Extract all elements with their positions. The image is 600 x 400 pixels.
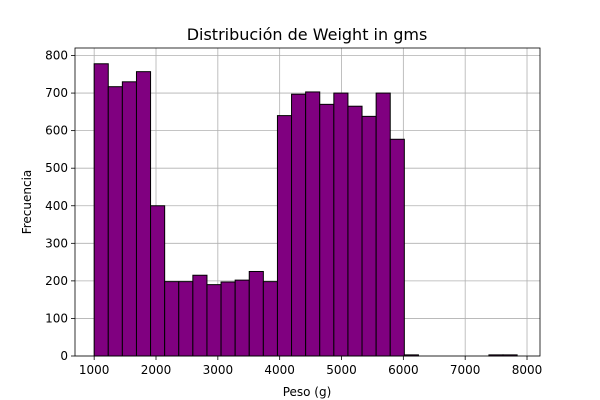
x-tick-label: 4000 <box>264 363 295 377</box>
x-tick-label: 1000 <box>79 363 110 377</box>
y-axis-label: Frecuencia <box>20 170 34 235</box>
histogram-bar <box>234 279 250 357</box>
histogram-bar <box>220 281 236 357</box>
x-axis-label: Peso (g) <box>283 385 332 399</box>
histogram-bar <box>164 281 180 357</box>
histogram-bar <box>361 115 377 357</box>
histogram-bar <box>121 81 137 357</box>
histogram-bar <box>319 103 335 357</box>
histogram-bar <box>107 86 123 357</box>
plot-frame <box>74 47 541 357</box>
y-tick-label: 300 <box>45 236 68 250</box>
y-tick-label: 200 <box>45 274 68 288</box>
x-axis-ticks: 1000 2000 3000 4000 5000 6000 7000 8000 <box>79 356 542 377</box>
histogram-bar <box>276 115 293 357</box>
x-tick-label: 7000 <box>450 363 481 377</box>
y-tick-label: 700 <box>45 86 68 100</box>
histogram-bar <box>262 281 278 357</box>
histogram-bar <box>389 138 405 357</box>
y-tick-label: 0 <box>60 349 68 363</box>
x-tick-label: 5000 <box>326 363 357 377</box>
histogram-bar <box>206 284 222 357</box>
x-tick-label: 3000 <box>203 363 234 377</box>
y-tick-label: 500 <box>45 161 68 175</box>
y-tick-label: 100 <box>45 311 68 325</box>
histogram-bar <box>178 281 194 357</box>
histogram-bar <box>375 92 391 357</box>
chart-title: Distribución de Weight in gms <box>187 25 428 44</box>
x-tick-label: 6000 <box>388 363 419 377</box>
histogram-bar <box>347 105 363 357</box>
y-axis-ticks: 0 100 200 300 400 500 600 700 800 <box>45 49 75 363</box>
histogram-bar <box>291 93 307 357</box>
histogram-bar <box>150 205 166 357</box>
histogram-bar <box>305 91 321 357</box>
x-tick-label: 2000 <box>141 363 172 377</box>
y-tick-label: 800 <box>45 49 68 63</box>
y-tick-label: 400 <box>45 199 68 213</box>
histogram-bar <box>135 71 152 357</box>
histogram-bar <box>248 270 264 357</box>
histogram-bar <box>333 92 349 357</box>
histogram-bar <box>192 274 208 357</box>
x-tick-label: 8000 <box>512 363 543 377</box>
histogram-bar <box>93 63 109 357</box>
y-tick-label: 600 <box>45 124 68 138</box>
histogram-bars <box>93 63 518 357</box>
